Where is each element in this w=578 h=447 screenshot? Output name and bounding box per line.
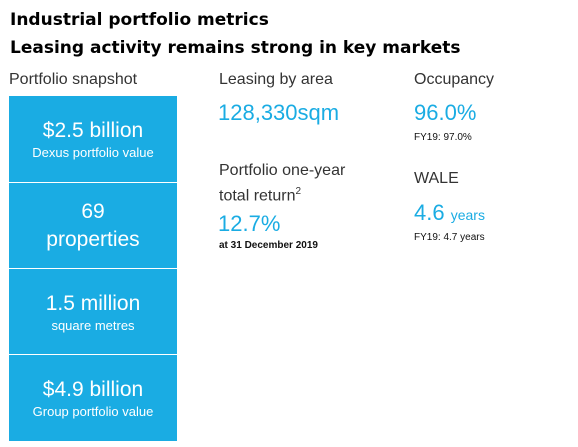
tile-caption: square metres	[51, 317, 135, 333]
tile-value: $2.5 billion	[42, 119, 144, 142]
wale-sub: FY19: 4.7 years	[414, 232, 485, 243]
wale-value: 4.6	[414, 200, 445, 225]
tile-dexus-portfolio-value: $2.5 billion Dexus portfolio value	[9, 96, 177, 182]
occupancy-sub: FY19: 97.0%	[414, 132, 472, 143]
tile-caption: Group portfolio value	[32, 404, 154, 419]
tile-value: 1.5 million	[45, 291, 141, 315]
occupancy-label: Occupancy	[414, 71, 495, 88]
snapshot-label: Portfolio snapshot	[9, 71, 138, 88]
tile-value: 69	[81, 199, 105, 223]
page-title: Industrial portfolio metrics	[10, 10, 269, 30]
page-subtitle: Leasing activity remains strong in key m…	[10, 38, 461, 58]
wale-value-row: 4.6 years	[414, 200, 485, 226]
leasing-value: 128,330sqm	[218, 100, 340, 125]
tile-caption: properties	[46, 227, 140, 251]
header: Industrial portfolio metrics Leasing act…	[10, 6, 461, 62]
return-label-line1: Portfolio one-year	[219, 162, 346, 179]
tile-group-portfolio-value: $4.9 billion Group portfolio value	[9, 355, 177, 441]
wale-unit: years	[450, 207, 485, 223]
footnote-marker: 2	[295, 186, 302, 197]
tile-value: $4.9 billion	[42, 378, 144, 401]
wale-label: WALE	[414, 170, 459, 187]
return-value: 12.7%	[218, 211, 281, 236]
tile-square-metres: 1.5 million square metres	[9, 269, 177, 354]
tile-properties: 69 properties	[9, 183, 177, 268]
return-sub: at 31 December 2019	[219, 240, 318, 251]
occupancy-value: 96.0%	[414, 100, 477, 125]
leasing-label: Leasing by area	[219, 71, 333, 88]
tile-caption: Dexus portfolio value	[32, 145, 154, 160]
return-label-line2: total return2	[219, 181, 345, 206]
return-label: Portfolio one-year total return2	[219, 160, 345, 206]
return-label-line2-text: total return	[219, 187, 296, 205]
